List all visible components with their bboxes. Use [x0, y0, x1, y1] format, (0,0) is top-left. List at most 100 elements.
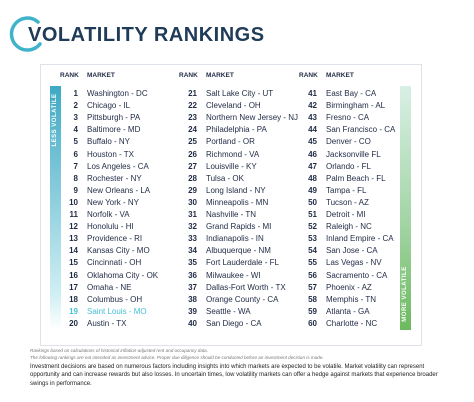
market: Louisville - KY [206, 161, 257, 171]
market: Saint Louis - MO [87, 306, 147, 316]
market: Grand Rapids - MI [206, 222, 272, 232]
rank: 33 [188, 234, 197, 244]
rank: 43 [308, 113, 317, 123]
rank: 38 [188, 294, 197, 304]
rank: 53 [308, 234, 317, 244]
footnote: Rankings based on calculations of histor… [30, 348, 208, 353]
market: Atlanta - GA [326, 306, 370, 316]
rank: 22 [188, 101, 197, 111]
market: Inland Empire - CA [326, 234, 394, 244]
market: Tampa - FL [326, 185, 367, 195]
footnote: The following rankings are not intended … [30, 355, 324, 360]
rank: 6 [73, 149, 78, 159]
market: San Diego - CA [206, 318, 262, 328]
market: Detroit - MI [326, 210, 366, 219]
market: Richmond - VA [206, 149, 260, 159]
market: Memphis - TN [326, 294, 377, 304]
market: Washington - DC [87, 89, 148, 98]
market: New York - NY [87, 197, 140, 207]
rank: 24 [188, 125, 197, 135]
more-volatile-label: MORE VOLATILE [402, 266, 408, 322]
rank: 59 [308, 306, 317, 316]
rank: 2 [73, 101, 78, 111]
rank: 21 [188, 89, 197, 98]
market: Salt Lake City - UT [206, 89, 274, 98]
rank: 34 [188, 246, 197, 256]
market: Jacksonville FL [326, 149, 381, 159]
market-header: MARKET [206, 72, 234, 79]
market: Cleveland - OH [206, 101, 261, 111]
market: Sacramento - CA [326, 270, 388, 280]
rank: 8 [73, 173, 78, 183]
market: Omaha - NE [87, 282, 132, 292]
rank: 27 [188, 161, 197, 171]
rank: 60 [308, 318, 317, 328]
market: Austin - TX [87, 318, 127, 328]
market: Fresno - CA [326, 113, 370, 123]
rank-header: RANK [179, 72, 198, 79]
rank: 10 [69, 197, 78, 207]
market: Raleigh - NC [326, 222, 372, 232]
rank: 7 [73, 161, 78, 171]
market: Honolulu - HI [87, 222, 134, 232]
rank: 19 [69, 306, 78, 316]
rank: 42 [308, 101, 317, 111]
market: Seattle - WA [206, 306, 251, 316]
logo-arc [9, 16, 42, 52]
rank: 44 [308, 125, 317, 135]
rank: 46 [308, 149, 317, 159]
market: Philadelphia - PA [206, 125, 267, 135]
rank: 58 [308, 294, 317, 304]
market: Providence - RI [87, 234, 143, 244]
rank: 48 [308, 173, 317, 183]
title: VOLATILITY RANKINGS [28, 24, 265, 46]
rank: 51 [308, 210, 317, 219]
rank: 55 [308, 258, 317, 268]
market: Indianapolis - IN [206, 234, 264, 244]
rank: 52 [308, 222, 317, 232]
table-box [40, 64, 422, 346]
market: Fort Lauderdale - FL [206, 258, 279, 268]
market: Chicago - IL [87, 101, 131, 111]
rank: 29 [188, 185, 197, 195]
market: Long Island - NY [206, 185, 266, 195]
rank: 35 [188, 258, 197, 268]
more-bar [400, 86, 411, 330]
rank: 40 [188, 318, 197, 328]
rank: 54 [308, 246, 317, 256]
market: Milwaukee - WI [206, 270, 261, 280]
market: Denver - CO [326, 137, 371, 147]
rank: 12 [69, 222, 78, 232]
market: San Francisco - CA [326, 125, 396, 135]
paragraph: Investment decisions are based on numero… [30, 364, 438, 387]
rank: 30 [188, 197, 197, 207]
less-bar [50, 86, 61, 330]
market: Kansas City - MO [87, 246, 150, 256]
market: New Orleans - LA [87, 185, 151, 195]
rank: 20 [69, 318, 78, 328]
market: East Bay - CA [326, 89, 377, 98]
market: Rochester - NY [87, 173, 142, 183]
market: Phoenix - AZ [326, 282, 372, 292]
market: Charlotte - NC [326, 318, 378, 328]
market: Pittsburgh - PA [87, 113, 141, 123]
market: Oklahoma City - OK [87, 270, 159, 280]
market: Nashville - TN [206, 210, 257, 219]
market: San Jose - CA [326, 246, 378, 256]
market: Los Angeles - CA [87, 161, 149, 171]
rank: 47 [308, 161, 317, 171]
rank: 36 [188, 270, 197, 280]
rank: 37 [188, 282, 197, 292]
market: Las Vegas - NV [326, 258, 382, 268]
market: Dallas-Fort Worth - TX [206, 282, 286, 292]
market: Tucson - AZ [326, 197, 369, 207]
rank: 3 [73, 113, 78, 123]
rank: 31 [188, 210, 197, 219]
market: Portland - OR [206, 137, 255, 147]
market: Orange County - CA [206, 294, 279, 304]
rank: 11 [69, 210, 78, 219]
rank: 50 [308, 197, 317, 207]
rank: 13 [69, 234, 78, 244]
rank: 28 [188, 173, 197, 183]
